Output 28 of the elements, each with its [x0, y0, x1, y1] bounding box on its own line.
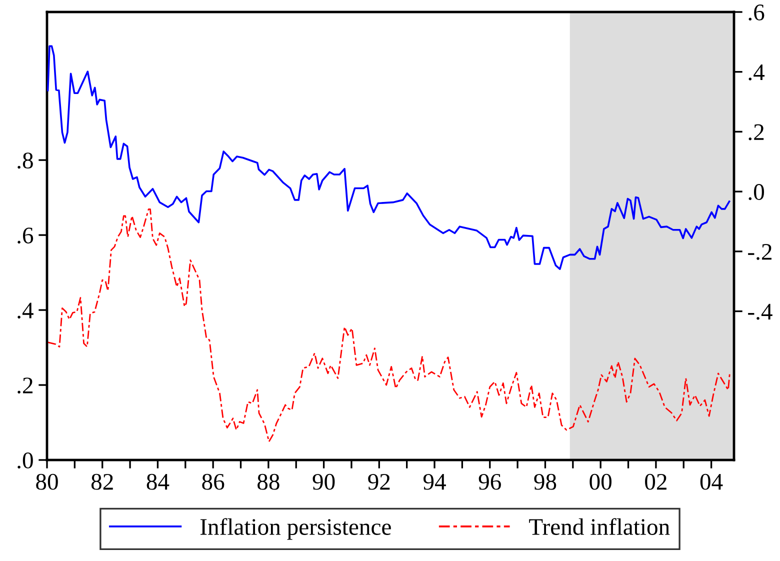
x-tick-label: 96 — [478, 474, 501, 490]
y2-tick-label: .2 — [748, 124, 764, 140]
x-tick-label: 82 — [91, 474, 113, 490]
x-tick-label: 90 — [312, 474, 335, 490]
y2-tick-label: -.2 — [748, 244, 772, 260]
y-tick-label: .4 — [18, 302, 34, 319]
x-tick-label: 98 — [534, 474, 556, 490]
x-tick-label: 04 — [700, 474, 723, 490]
y-tick-label: .0 — [18, 452, 33, 469]
x-tick-label: 94 — [423, 474, 446, 490]
legend-label: Trend inflation — [529, 518, 670, 535]
y2-tick-label: .4 — [748, 64, 765, 80]
x-tick-label: 84 — [146, 474, 170, 490]
x-tick-label: 92 — [368, 474, 390, 490]
y2-tick-label: .0 — [748, 184, 764, 200]
line-series — [47, 208, 731, 442]
x-tick-label: 02 — [645, 474, 666, 490]
y2-tick-label: .6 — [748, 4, 764, 21]
y2-tick-label: -.4 — [748, 304, 772, 320]
y-tick-label: .6 — [18, 228, 34, 244]
x-tick-label: 80 — [36, 474, 58, 490]
y-tick-label: .8 — [18, 152, 33, 169]
y-tick-label: .2 — [18, 378, 33, 394]
x-tick-label: 86 — [202, 474, 224, 490]
line-series — [47, 45, 730, 270]
legend-label: Inflation persistence — [200, 518, 391, 540]
x-tick-label: 88 — [258, 474, 280, 490]
x-tick-label: 00 — [590, 474, 612, 490]
